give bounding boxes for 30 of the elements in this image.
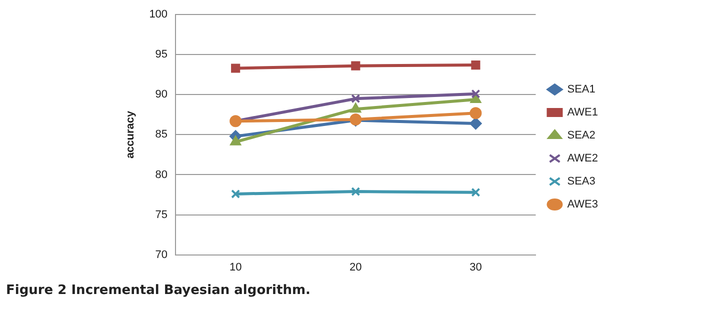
legend-label: AWE3 <box>567 198 598 211</box>
point <box>350 103 361 113</box>
point <box>351 187 360 196</box>
caption: Figure 2 Incremental Bayesian algorithm. <box>6 283 310 298</box>
legend-label: AWE2 <box>567 152 598 165</box>
y-tick-label: 95 <box>155 48 168 61</box>
point <box>351 94 360 104</box>
point <box>471 89 480 98</box>
point <box>351 61 360 70</box>
point <box>230 136 241 146</box>
x-tick-label: 20 <box>350 261 362 274</box>
point <box>231 64 240 73</box>
point <box>470 117 482 130</box>
y-tick-label: 80 <box>155 168 168 181</box>
y-tick-label: 85 <box>155 128 168 141</box>
point <box>231 189 240 198</box>
legend-label: SEA2 <box>567 130 596 142</box>
point <box>471 60 480 70</box>
y-tick-label: 100 <box>149 8 168 21</box>
x-tick-label: 10 <box>229 261 242 274</box>
point <box>471 188 480 197</box>
y-tick-label: 70 <box>155 248 168 261</box>
legend-label: SEA1 <box>567 84 596 96</box>
y-axis-title: accuracy <box>124 110 137 159</box>
legend-label: SEA3 <box>567 176 596 188</box>
legend-label: AWE1 <box>567 106 598 119</box>
y-tick-label: 90 <box>155 88 168 101</box>
x-tick-label: 30 <box>470 261 482 274</box>
y-tick-label: 75 <box>155 208 168 221</box>
point <box>470 107 482 120</box>
